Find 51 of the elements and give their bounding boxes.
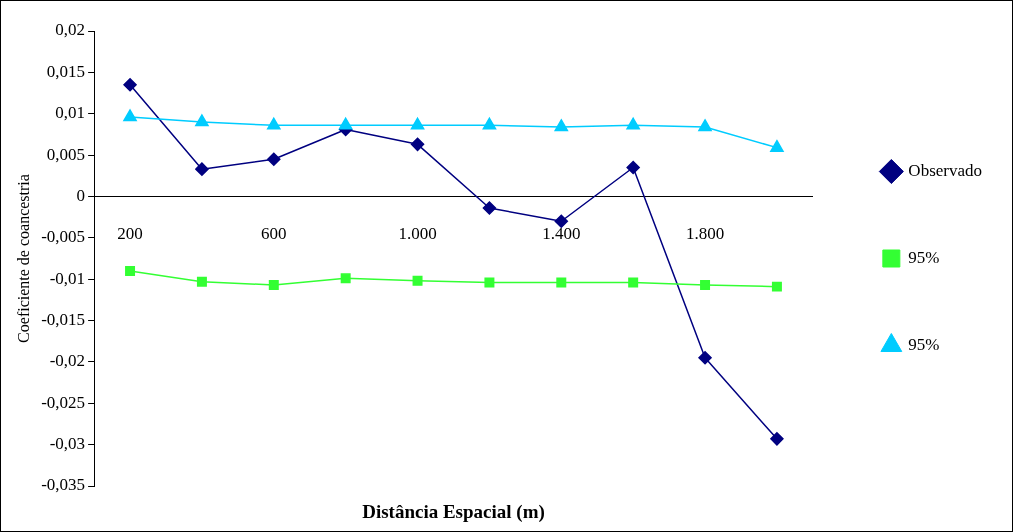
point bbox=[482, 201, 497, 215]
y-tick-label: -0,025 bbox=[41, 392, 86, 412]
point bbox=[700, 279, 711, 290]
point bbox=[410, 137, 425, 152]
x-tick-label: 600 bbox=[261, 224, 287, 244]
point bbox=[266, 117, 281, 130]
point bbox=[698, 119, 712, 132]
point bbox=[770, 432, 784, 446]
y-tick-label: -0,015 bbox=[41, 310, 86, 330]
point bbox=[771, 281, 782, 292]
point bbox=[410, 117, 425, 130]
point bbox=[482, 117, 497, 130]
legend-label: 95% bbox=[908, 247, 940, 267]
y-tick-label: -0,01 bbox=[49, 268, 86, 288]
point bbox=[195, 114, 209, 127]
x-tick-label: 1.000 bbox=[398, 224, 437, 244]
x-tick-label: 200 bbox=[117, 224, 143, 244]
y-tick-label: 0,02 bbox=[55, 20, 86, 40]
point bbox=[123, 109, 137, 122]
legend-label: Observado bbox=[908, 160, 983, 180]
point bbox=[698, 351, 712, 365]
y-tick-label: -0,035 bbox=[41, 475, 86, 495]
point bbox=[626, 117, 640, 130]
point bbox=[484, 277, 495, 288]
x-tick-label: 1.800 bbox=[685, 224, 725, 244]
y-tick-label: -0,03 bbox=[49, 434, 86, 454]
point bbox=[340, 273, 351, 284]
point bbox=[554, 214, 569, 229]
point bbox=[626, 160, 640, 175]
y-tick-label: -0,02 bbox=[49, 351, 86, 371]
point bbox=[554, 119, 569, 132]
y-tick-label: 0,01 bbox=[55, 103, 86, 123]
y-tick-label: 0 bbox=[76, 185, 86, 205]
x-tick-label: 1.400 bbox=[542, 224, 581, 244]
point bbox=[125, 265, 136, 276]
point bbox=[412, 275, 423, 286]
point bbox=[268, 279, 279, 290]
point bbox=[267, 152, 281, 166]
y-tick-label: 0,005 bbox=[46, 144, 86, 164]
legend-label: 95% bbox=[908, 334, 940, 354]
y-axis-title: Coeficiente de coancestria bbox=[14, 174, 32, 343]
point bbox=[628, 277, 639, 288]
point bbox=[770, 139, 784, 152]
point bbox=[556, 277, 567, 288]
x-axis-title: Distância Espacial (m) bbox=[362, 500, 545, 523]
point bbox=[338, 117, 353, 130]
point bbox=[195, 162, 209, 176]
y-tick-label: -0,005 bbox=[41, 227, 86, 247]
point bbox=[123, 78, 137, 92]
point bbox=[196, 276, 207, 287]
y-tick-label: 0,015 bbox=[46, 61, 86, 81]
